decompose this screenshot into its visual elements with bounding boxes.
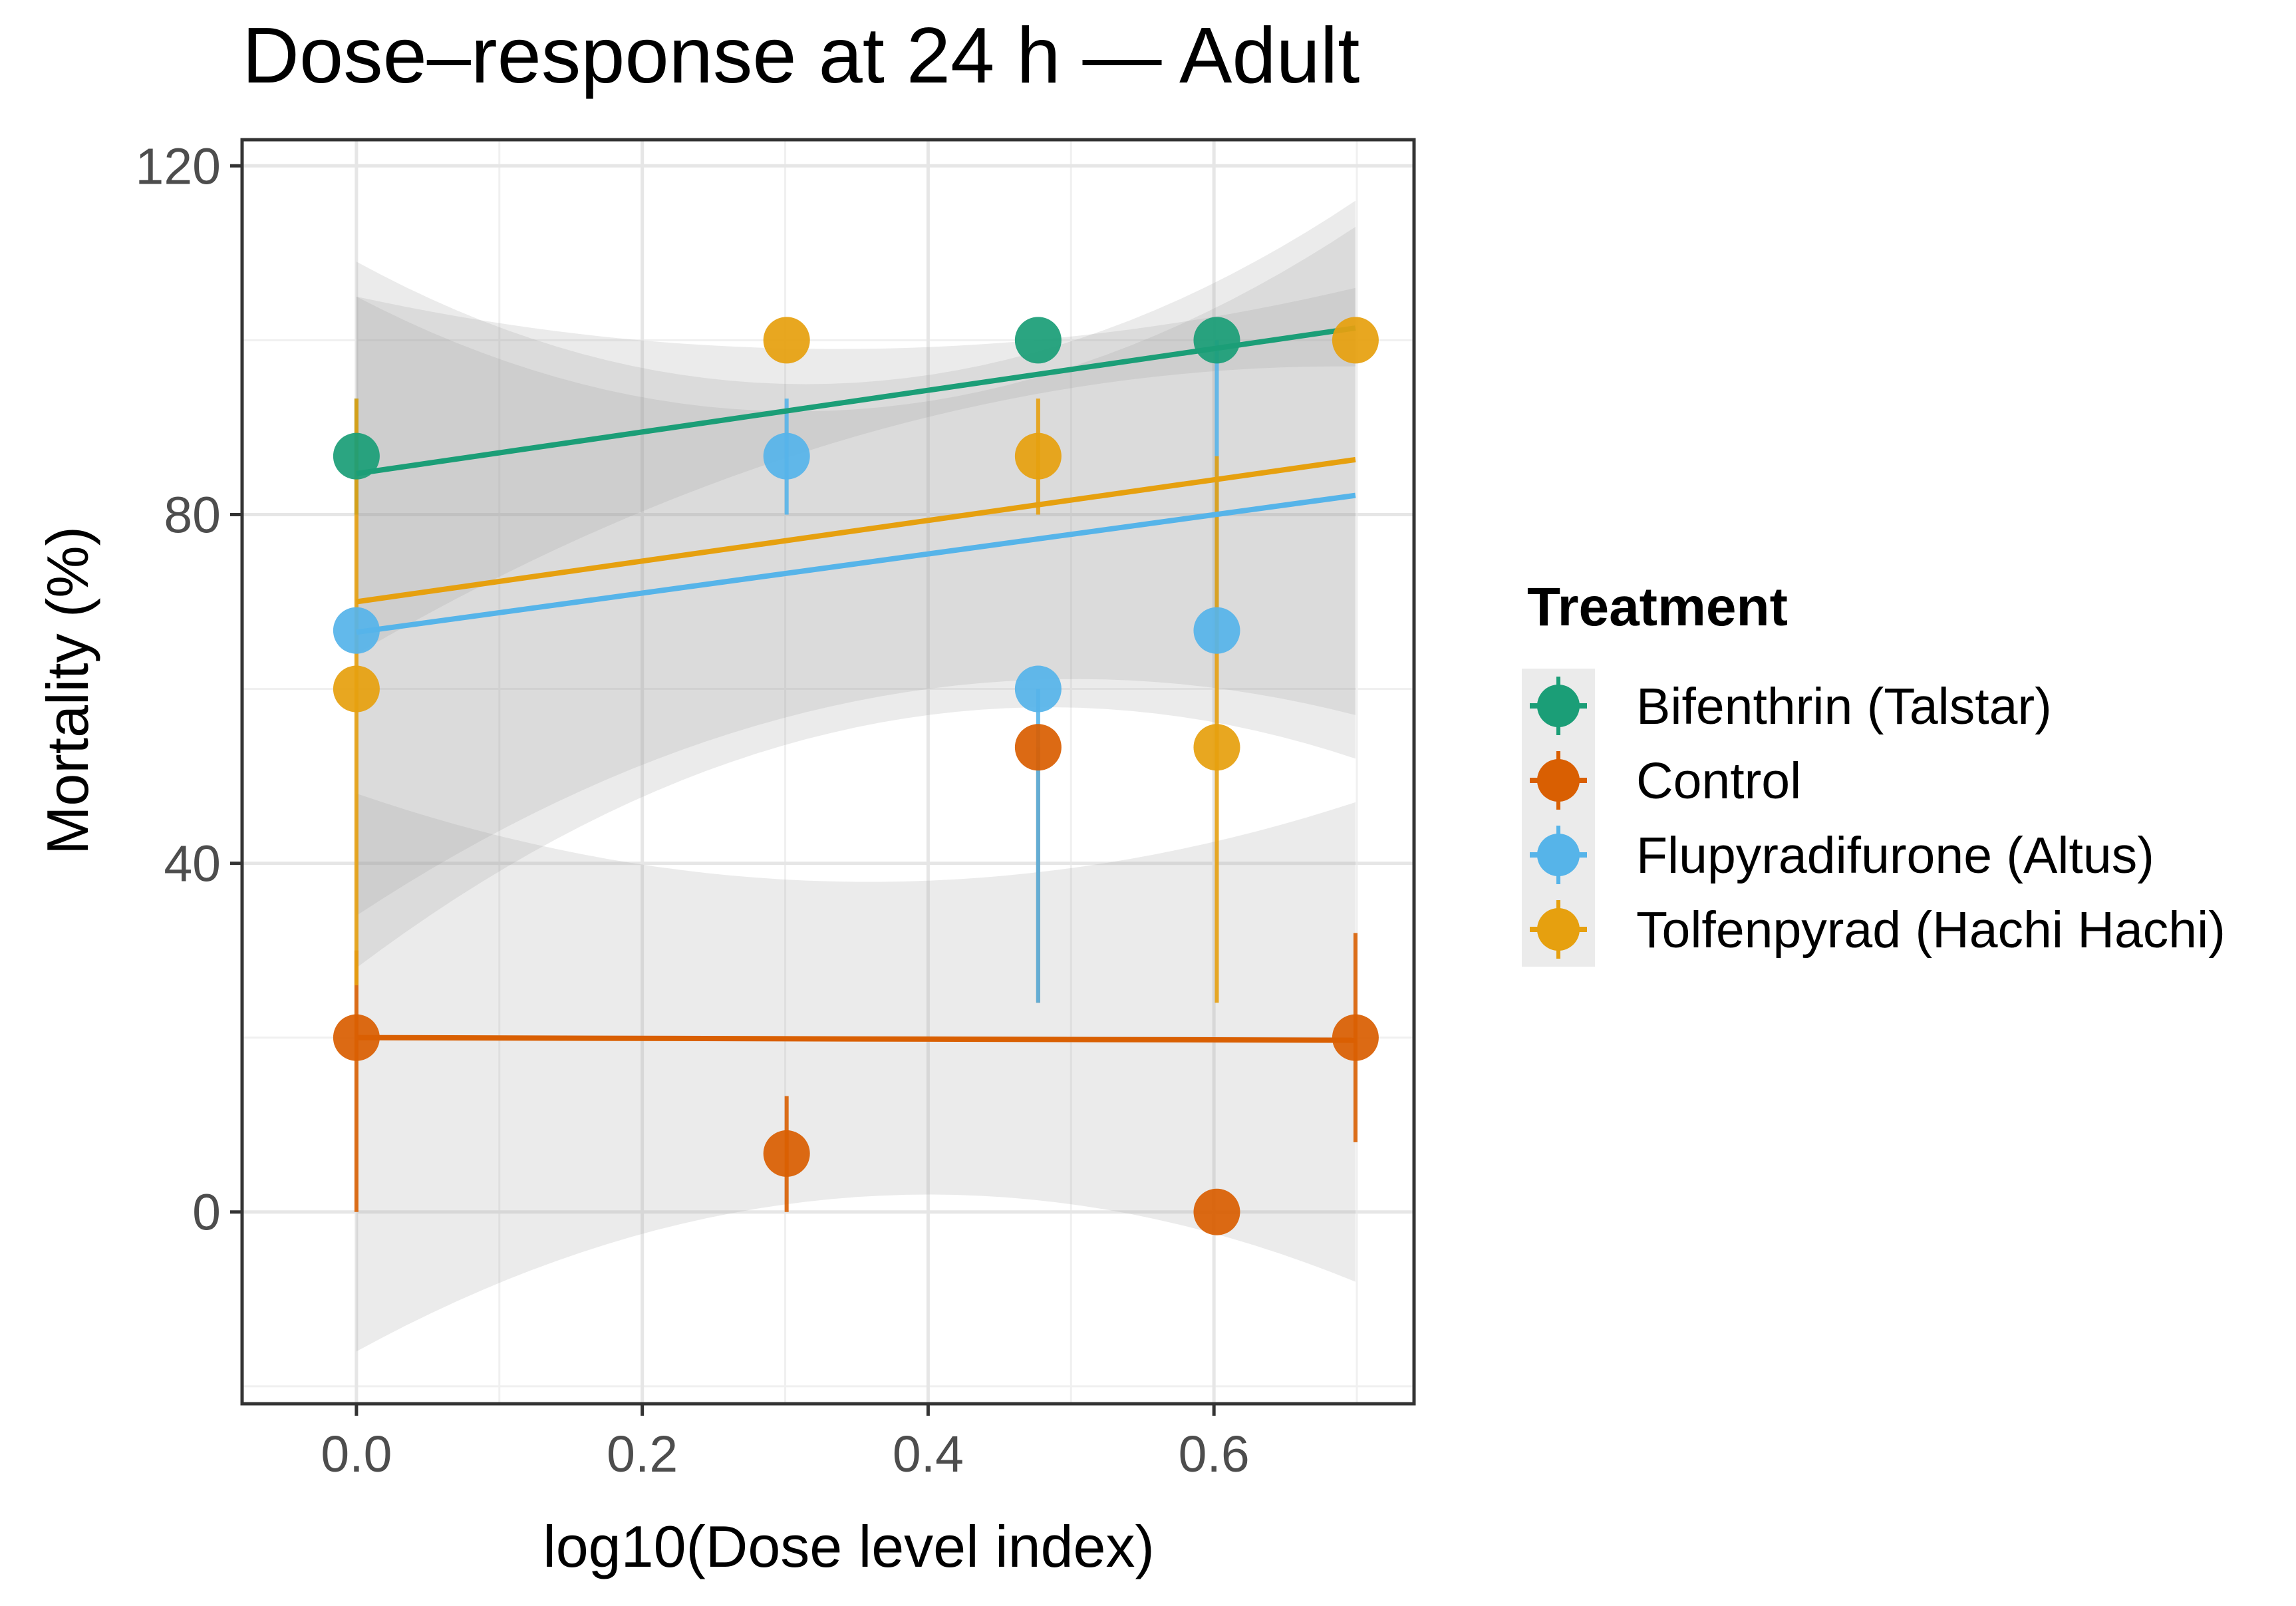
legend-key-point	[1537, 908, 1580, 951]
data-point	[1193, 317, 1240, 364]
y-axis-title: Mortality (%)	[35, 526, 100, 855]
regression-line	[356, 1035, 1356, 1043]
data-point	[1193, 1188, 1240, 1235]
x-axis: 0.0 0.2 0.4 0.6	[321, 1404, 1250, 1483]
data-point	[1014, 432, 1062, 480]
legend-label: Bifenthrin (Talstar)	[1636, 678, 2052, 735]
x-tick-label: 0.0	[321, 1426, 392, 1483]
legend: Treatment Bifenthrin (Talstar) Control Flu…	[1522, 577, 2225, 967]
legend-label: Tolfenpyrad (Hachi Hachi)	[1636, 901, 2225, 959]
legend-key-point	[1537, 834, 1580, 876]
legend-title: Treatment	[1527, 577, 1788, 637]
regression-line	[356, 492, 1356, 635]
y-tick-label: 120	[136, 138, 221, 195]
x-tick-label: 0.6	[1179, 1426, 1250, 1483]
data-point	[763, 317, 810, 364]
legend-item: Tolfenpyrad (Hachi Hachi)	[1522, 892, 2225, 967]
data-point	[763, 1130, 810, 1177]
regression-line	[356, 325, 1356, 476]
legend-key-point	[1537, 685, 1580, 727]
data-point	[1193, 724, 1240, 771]
panel-border	[240, 138, 1416, 1406]
confidence-band	[356, 793, 1356, 1352]
data-point	[333, 607, 380, 654]
data-point	[1014, 724, 1062, 771]
y-tick-label: 40	[164, 836, 221, 893]
x-axis-title: log10(Dose level index)	[543, 1514, 1155, 1579]
data-point	[333, 665, 380, 713]
confidence-band	[356, 287, 1356, 655]
data-point	[333, 432, 380, 480]
data-point	[1014, 317, 1062, 364]
confidence-band	[356, 227, 1356, 968]
regression-line	[356, 456, 1356, 605]
data-point	[1193, 607, 1240, 654]
legend-item: Control	[1522, 743, 1801, 818]
y-tick-label: 80	[164, 486, 221, 544]
y-axis: 0 40 80 120	[136, 138, 242, 1241]
data-point	[1014, 665, 1062, 713]
data-point	[333, 1014, 380, 1061]
confidence-band	[356, 200, 1356, 916]
data-point	[1332, 1014, 1379, 1061]
legend-item: Bifenthrin (Talstar)	[1522, 669, 2052, 743]
y-tick-label: 0	[192, 1184, 221, 1241]
legend-label: Flupyradifurone (Altus)	[1636, 827, 2154, 884]
legend-label: Control	[1636, 752, 1801, 810]
legend-item: Flupyradifurone (Altus)	[1522, 818, 2154, 892]
data-point	[1332, 317, 1379, 364]
data-point	[763, 432, 810, 480]
plot-panel	[240, 138, 1416, 1406]
legend-key-point	[1537, 759, 1580, 802]
x-tick-label: 0.2	[607, 1426, 678, 1483]
x-tick-label: 0.4	[893, 1426, 964, 1483]
chart-title: Dose–response at 24 h — Adult	[242, 11, 1360, 100]
